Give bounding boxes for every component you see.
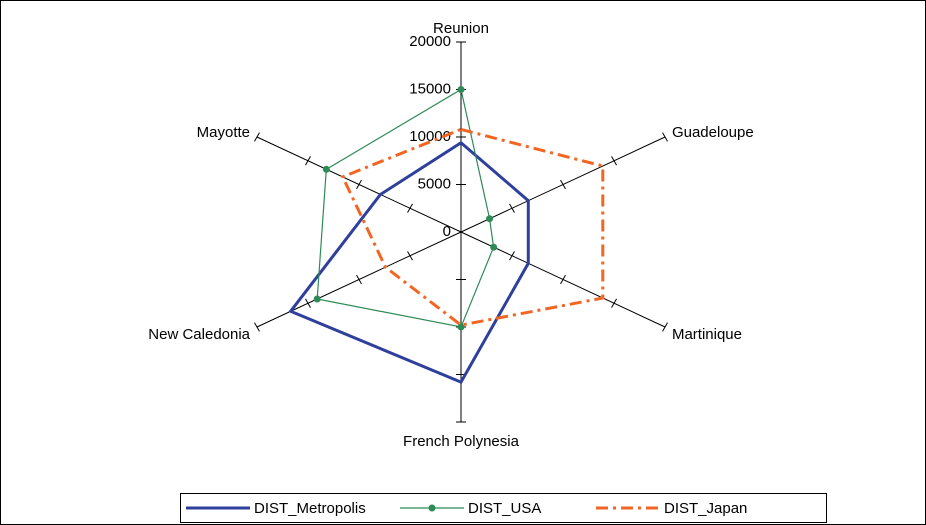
- point: [490, 243, 498, 251]
- legend-label: DIST_USA: [468, 500, 541, 517]
- legend-box: [180, 493, 827, 523]
- category-label: New Caledonia: [148, 326, 250, 343]
- legend-marker: [428, 504, 436, 512]
- axis-tick: [356, 274, 362, 285]
- r-tick-label: 20000: [409, 33, 451, 50]
- category-label: French Polynesia: [403, 433, 520, 450]
- axis-tick: [611, 298, 617, 308]
- category-label: Mayotte: [197, 124, 250, 141]
- series-line: [288, 140, 530, 384]
- r-tick-label: 0: [443, 223, 451, 240]
- legend-label: DIST_Metropolis: [254, 500, 366, 517]
- category-label: Guadeloupe: [672, 124, 754, 141]
- category-label: Martinique: [672, 326, 742, 343]
- point: [457, 323, 465, 331]
- axis-tick: [662, 322, 668, 332]
- axis-tick: [407, 203, 413, 213]
- point: [457, 86, 465, 93]
- axis-tick: [305, 298, 311, 308]
- axis-tick: [611, 156, 617, 166]
- axis-tick: [509, 251, 515, 261]
- r-tick-label: 15000: [409, 80, 451, 97]
- axis-tick: [305, 156, 311, 166]
- point: [322, 165, 330, 173]
- category-label: Reunion: [433, 20, 489, 37]
- axis-tick: [560, 179, 566, 190]
- axis-tick: [407, 251, 413, 261]
- axis-tick: [254, 322, 260, 332]
- axis-tick: [560, 274, 566, 285]
- r-tick-label: 5000: [418, 175, 451, 192]
- axis-tick: [356, 179, 362, 190]
- legend-label: DIST_Japan: [664, 500, 747, 517]
- axis-tick: [662, 132, 668, 142]
- point: [313, 295, 321, 303]
- point: [486, 215, 494, 223]
- r-tick-label: 10000: [409, 128, 451, 145]
- axis-tick: [254, 132, 260, 142]
- axis-tick: [509, 203, 515, 213]
- series-line: [340, 127, 605, 327]
